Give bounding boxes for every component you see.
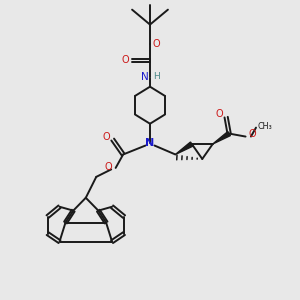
Text: O: O: [122, 56, 129, 65]
Text: O: O: [102, 132, 110, 142]
Text: N: N: [146, 137, 154, 148]
Polygon shape: [176, 142, 193, 155]
Polygon shape: [213, 132, 230, 144]
Text: N: N: [141, 72, 148, 82]
Text: O: O: [105, 162, 112, 172]
Text: H: H: [153, 72, 160, 81]
Text: CH₃: CH₃: [258, 122, 272, 130]
Text: O: O: [216, 109, 224, 119]
Text: O: O: [153, 39, 160, 49]
Text: O: O: [248, 129, 256, 139]
